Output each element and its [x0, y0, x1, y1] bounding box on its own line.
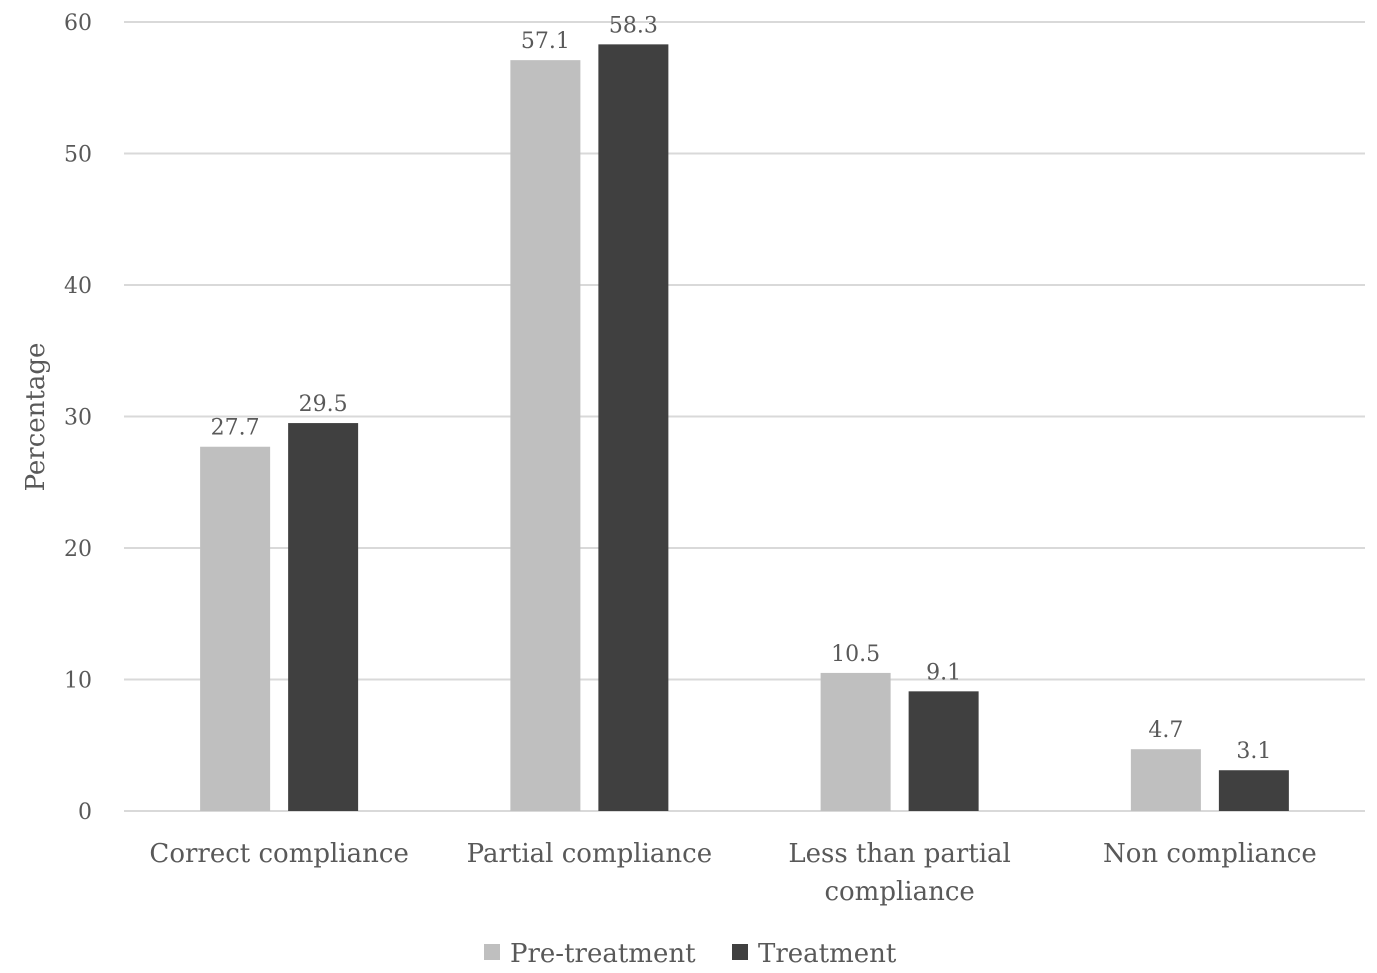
category-label-2: compliance	[824, 877, 974, 907]
category-label-0: Correct compliance	[149, 839, 408, 869]
bar-0-0	[200, 446, 271, 811]
legend-swatch-0	[484, 944, 500, 960]
category-label-3: Non compliance	[1103, 839, 1317, 869]
bar-2-1	[908, 691, 979, 811]
data-label-2-0: 10.5	[831, 642, 880, 667]
data-label-3-1: 3.1	[1236, 739, 1271, 764]
y-tick-label-10: 10	[64, 669, 92, 694]
legend-label-0: Pre-treatment	[510, 939, 696, 969]
x-axis-categories: Correct compliance Partial compliance Less…	[149, 839, 1316, 907]
bar-3-1	[1218, 770, 1289, 811]
data-label-1-0: 57.1	[521, 29, 570, 54]
y-tick-label-60: 60	[64, 11, 92, 36]
y-tick-label-30: 30	[64, 406, 92, 431]
legend-label-1: Treatment	[758, 939, 897, 969]
data-label-3-0: 4.7	[1148, 718, 1183, 743]
data-label-1-1: 58.3	[609, 13, 658, 38]
y-axis-ticks: 0 10 20 30 40 50 60	[64, 11, 92, 825]
y-tick-label-20: 20	[64, 537, 92, 562]
bar-1-0	[510, 60, 581, 811]
legend-swatch-1	[732, 944, 748, 960]
bar-1-1	[598, 44, 669, 812]
legend: Pre-treatment Treatment	[484, 939, 897, 969]
data-labels: 27.7 29.5 57.1 58.3 10.5 9.1 4.7 3.1	[211, 13, 1272, 764]
data-label-2-1: 9.1	[926, 660, 961, 685]
category-label-2: Less than partial	[788, 839, 1010, 869]
y-tick-label-50: 50	[64, 143, 92, 168]
bars	[200, 44, 1289, 812]
y-tick-label-40: 40	[64, 274, 92, 299]
bar-0-1	[288, 423, 359, 811]
y-axis-title: Percentage	[21, 343, 51, 492]
data-label-0-1: 29.5	[299, 392, 348, 417]
bar-2-0	[820, 672, 891, 811]
y-tick-label-0: 0	[78, 800, 92, 825]
data-label-0-0: 27.7	[211, 416, 260, 441]
category-label-1: Partial compliance	[467, 839, 712, 869]
bar-3-0	[1130, 749, 1201, 811]
